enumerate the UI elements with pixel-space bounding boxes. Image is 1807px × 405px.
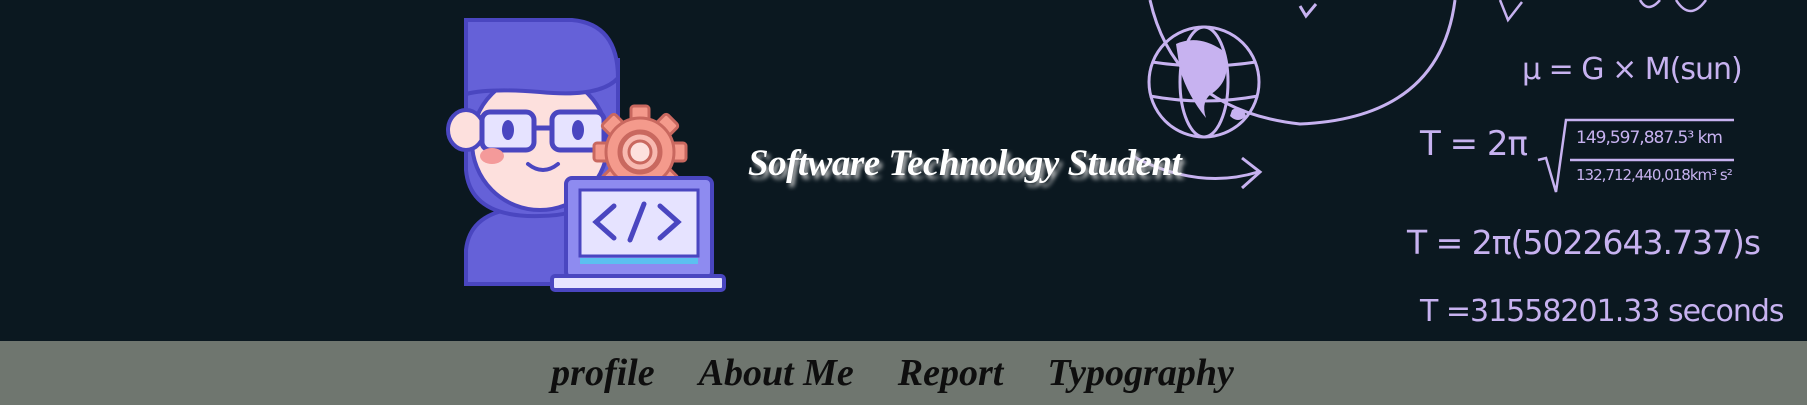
header-banner: μ = G × M(sun) T = 2π 149,597,887.5³ km … (0, 0, 1807, 341)
developer-with-laptop-icon (446, 18, 726, 292)
banner-artwork (446, 0, 1734, 292)
equation-period-seconds: T =31558201.33 seconds (1420, 294, 1785, 329)
equation-sketch (1498, 0, 1734, 193)
equation-denominator: 132,712,440,018km³ s² (1576, 166, 1733, 184)
equation-mu: μ = G × M(sun) (1522, 52, 1743, 87)
main-nav: profile About Me Report Typography (0, 341, 1807, 405)
equation-numerator: 149,597,887.5³ km (1576, 128, 1723, 148)
equation-period-value: T = 2π(5022643.737)s (1407, 223, 1761, 262)
globe-icon (1147, 0, 1457, 139)
orbit-arrow-icon (1130, 152, 1263, 190)
equation-period-formula: T = 2π (1420, 124, 1528, 164)
nav-link-report[interactable]: Report (897, 352, 1004, 394)
site-title: Software Technology Student (748, 143, 1182, 184)
nav-link-about-me[interactable]: About Me (698, 352, 854, 394)
nav-link-profile[interactable]: profile (551, 352, 655, 394)
nav-link-typography[interactable]: Typography (1047, 352, 1234, 394)
